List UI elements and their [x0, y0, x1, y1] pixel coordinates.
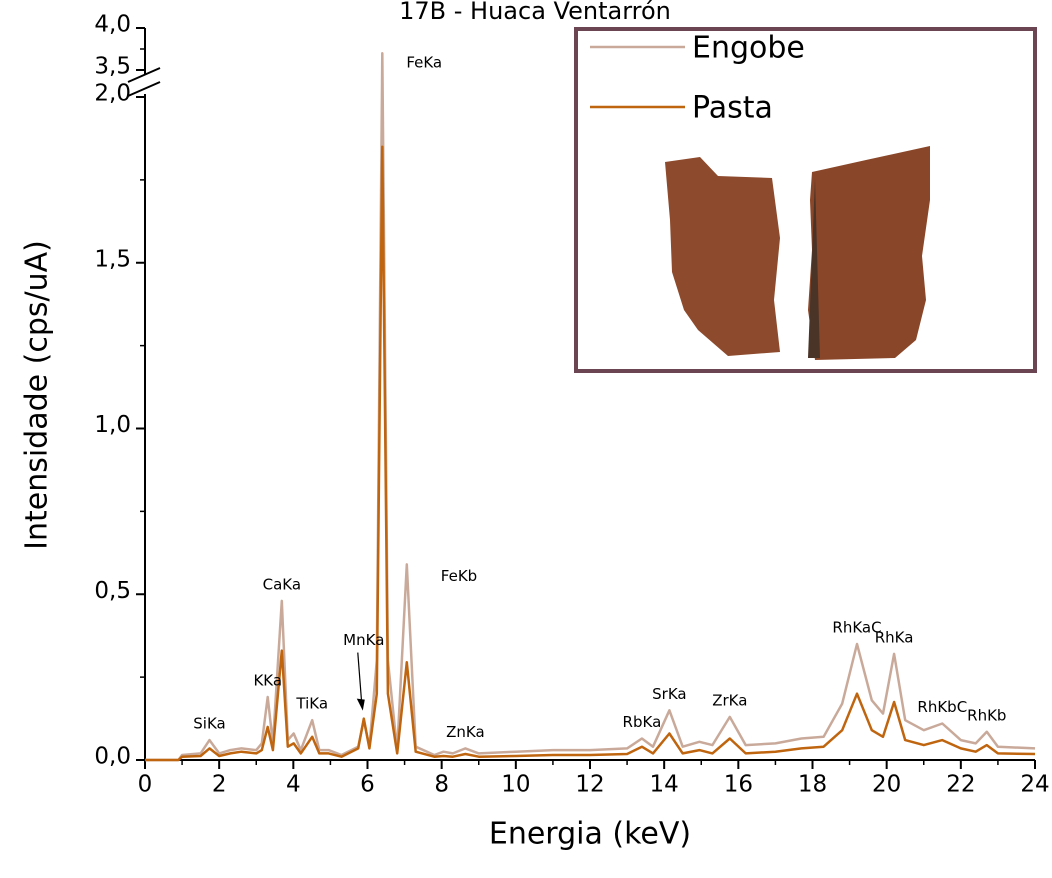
- x-tick-label: 12: [575, 772, 604, 798]
- series-line: [145, 51, 1036, 762]
- x-tick-label: 18: [798, 772, 827, 798]
- peak-label: RhKbC: [917, 698, 967, 716]
- x-tick-label: 0: [138, 772, 153, 798]
- peak-label: CaKa: [263, 575, 301, 593]
- x-tick-label: 20: [872, 772, 901, 798]
- legend-label: Engobe: [692, 31, 805, 66]
- peak-label: ZrKa: [712, 691, 747, 709]
- peak-label: ZnKa: [446, 723, 485, 741]
- axis-break: [127, 81, 161, 97]
- y-tick-label: 4,0: [94, 12, 131, 38]
- x-tick-label: 14: [650, 772, 679, 798]
- x-tick-label: 22: [946, 772, 975, 798]
- peak-label: RbKa: [623, 713, 662, 731]
- x-tick-label: 24: [1020, 772, 1049, 798]
- legend-box: [574, 27, 1037, 373]
- peak-label: KKa: [253, 672, 282, 690]
- peak-label: SrKa: [652, 685, 686, 703]
- y-tick-label: 1,0: [94, 412, 131, 438]
- peak-label: TiKa: [295, 695, 328, 713]
- y-tick-label: 2,0: [94, 81, 131, 107]
- y-tick-label: 3,5: [94, 54, 131, 80]
- x-tick-label: 16: [724, 772, 753, 798]
- arrow-head: [356, 698, 365, 711]
- peak-label: FeKb: [441, 567, 477, 585]
- peak-label: FeKa: [406, 54, 442, 72]
- y-tick-label: 0,5: [94, 578, 131, 604]
- peak-label: RhKa: [875, 628, 914, 646]
- arrow: [357, 652, 363, 705]
- peak-label: MnKa: [343, 631, 384, 649]
- series-line: [145, 145, 1036, 762]
- x-tick-label: 8: [434, 772, 449, 798]
- x-tick-label: 4: [286, 772, 301, 798]
- y-tick-label: 0,0: [94, 744, 131, 770]
- axis-break: [127, 67, 161, 83]
- y-axis-title: Intensidade (cps/uA): [20, 240, 55, 550]
- peak-label: SiKa: [193, 715, 225, 733]
- x-tick-label: 6: [360, 772, 375, 798]
- x-tick-label: 10: [501, 772, 530, 798]
- x-tick-label: 2: [212, 772, 227, 798]
- x-axis-title: Energia (keV): [489, 817, 691, 852]
- peak-label: RhKaC: [832, 618, 881, 636]
- legend-label: Pasta: [692, 91, 773, 126]
- photo: [665, 146, 930, 360]
- chart-title: 17B - Huaca Ventarrón: [399, 0, 671, 25]
- y-tick-label: 1,5: [94, 246, 131, 272]
- peak-label: RhKb: [967, 706, 1006, 724]
